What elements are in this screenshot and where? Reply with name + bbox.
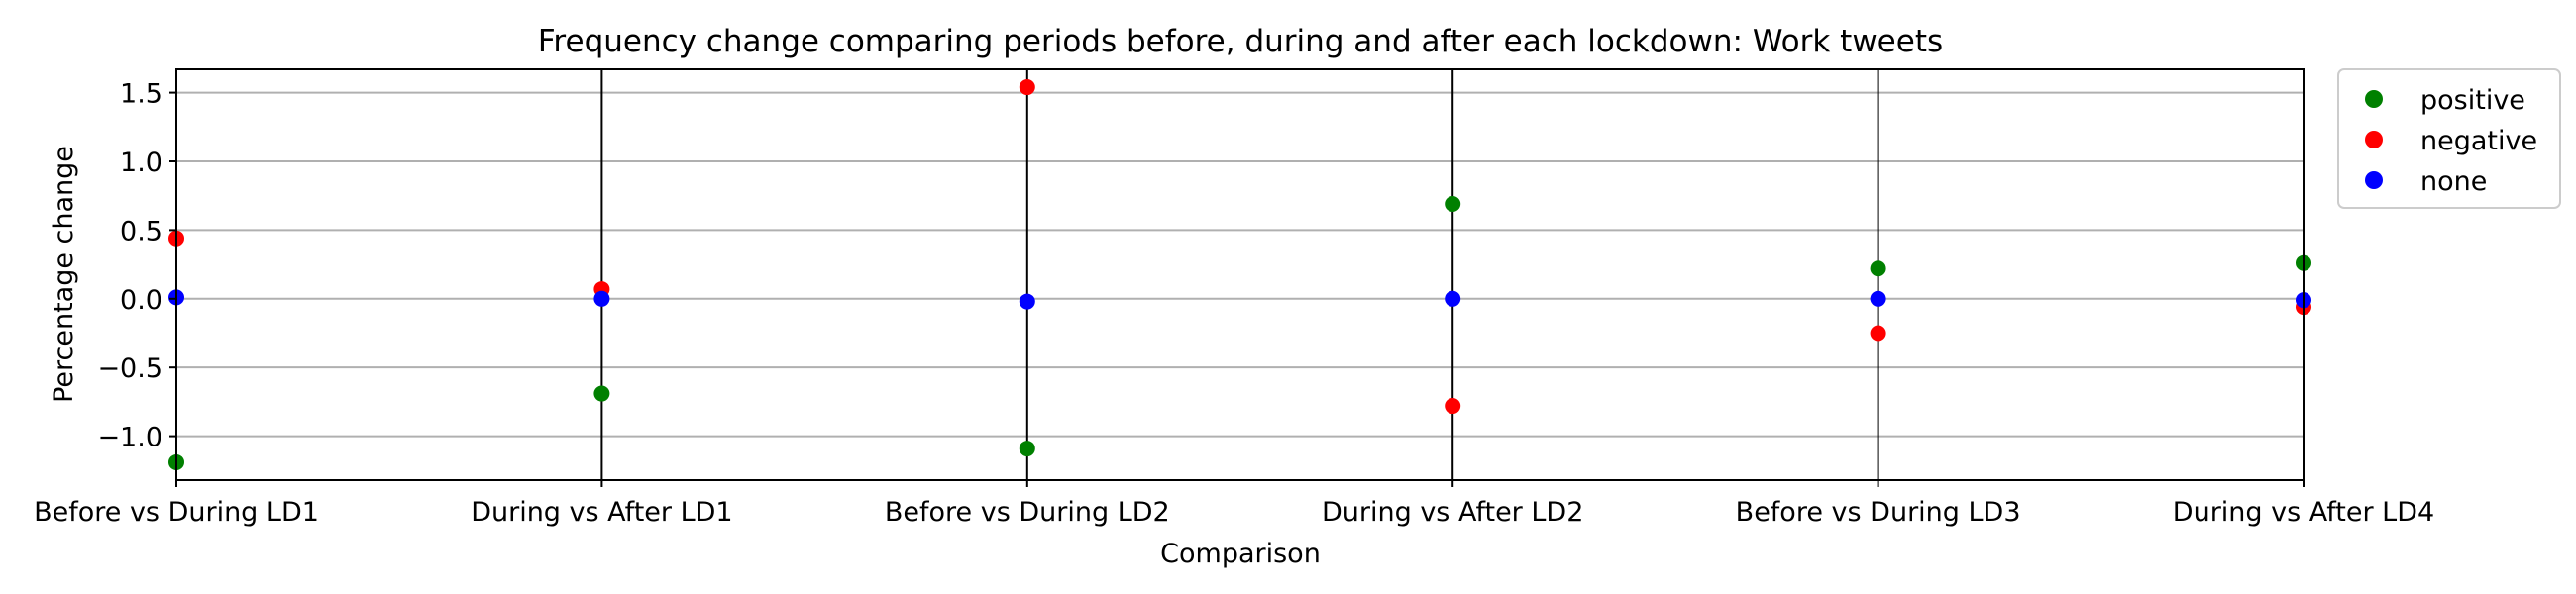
x-tick-label: During vs After LD4	[2173, 497, 2434, 528]
data-point-positive	[1870, 260, 1886, 277]
y-tick-label: 0.5	[120, 216, 162, 247]
legend-box	[2337, 68, 2561, 209]
legend: positive negative none	[2337, 68, 2561, 209]
data-point-none	[1870, 290, 1886, 307]
data-point-negative	[1870, 325, 1886, 342]
data-point-positive	[1445, 196, 1461, 213]
x-axis-label: Comparison	[1160, 539, 1321, 569]
legend-marker-positive	[2365, 90, 2383, 108]
y-axis-label: Percentage change	[49, 146, 79, 403]
x-tick-label: Before vs During LD1	[34, 497, 319, 528]
data-point-none	[1019, 293, 1035, 310]
legend-label-none: none	[2420, 166, 2487, 197]
data-points	[168, 79, 2311, 470]
y-tick-label: 1.5	[120, 79, 162, 110]
y-tick-label: 0.0	[120, 285, 162, 316]
legend-marker-negative	[2365, 131, 2383, 148]
x-axis-ticks: Before vs During LD1 During vs After LD1 B…	[34, 480, 2434, 528]
y-tick-label: 1.0	[120, 148, 162, 178]
data-point-positive	[1019, 441, 1035, 457]
data-point-negative	[1445, 398, 1461, 415]
plot-area-frame	[175, 68, 2305, 481]
data-point-positive	[593, 385, 610, 402]
data-point-negative	[1019, 79, 1035, 96]
legend-items: positive negative none	[2365, 85, 2537, 197]
y-tick-label: −0.5	[97, 353, 162, 384]
legend-marker-none	[2365, 171, 2383, 189]
chart-title: Frequency change comparing periods befor…	[538, 24, 1943, 59]
x-tick-label: Before vs During LD2	[885, 497, 1170, 528]
data-point-none	[593, 290, 610, 307]
x-tick-label: During vs After LD1	[471, 497, 732, 528]
x-tick-label: During vs After LD2	[1322, 497, 1583, 528]
legend-label-negative: negative	[2420, 126, 2537, 156]
legend-label-positive: positive	[2420, 85, 2525, 116]
y-tick-label: −1.0	[97, 423, 162, 453]
y-axis-ticks: −1.0 −0.5 0.0 0.5 1.0 1.5	[97, 79, 176, 453]
data-point-none	[1445, 290, 1461, 307]
x-tick-label: Before vs During LD3	[1736, 497, 2021, 528]
grid-lines	[176, 91, 2304, 438]
